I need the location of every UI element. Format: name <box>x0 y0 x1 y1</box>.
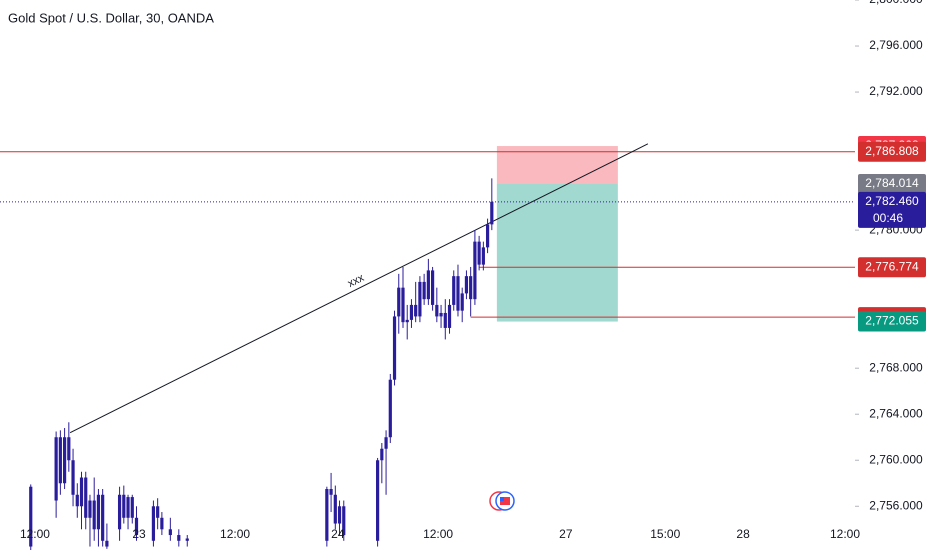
price-label-box <box>858 173 926 194</box>
candle-body <box>418 281 422 317</box>
candle-body <box>409 304 414 320</box>
candle-body <box>325 489 329 541</box>
flag <box>500 497 510 505</box>
candle-body <box>414 304 418 317</box>
candle-body <box>62 437 67 484</box>
candle-body <box>185 538 189 541</box>
candle-body <box>105 540 109 547</box>
candle-body <box>84 477 88 518</box>
candle-body <box>422 281 426 300</box>
x-tick-label: 23 <box>132 527 146 541</box>
candle-body <box>329 489 333 495</box>
price-label-box <box>858 311 926 332</box>
candle-body <box>485 224 490 248</box>
candle-body <box>333 494 337 524</box>
candle-body <box>439 312 443 317</box>
candle-body <box>397 287 401 317</box>
candle-body <box>384 437 388 449</box>
y-tick-label: 2,760.000 <box>869 452 923 466</box>
candle-body <box>380 448 384 461</box>
event-icons[interactable] <box>489 491 515 511</box>
candle-body <box>464 276 469 294</box>
candle-body <box>117 494 122 530</box>
plot-area: xxx <box>0 143 855 550</box>
countdown: 00:46 <box>873 211 903 225</box>
price-label: 2,782.460 <box>865 194 919 208</box>
price-label: 2,772.055 <box>865 314 919 328</box>
candle-body <box>88 500 92 518</box>
y-tick-label: 2,800.000 <box>869 0 923 6</box>
candle-body <box>29 486 33 547</box>
candle-body <box>376 460 380 541</box>
price-label-box <box>858 191 926 228</box>
candle-body <box>79 477 84 507</box>
candle-body <box>58 437 62 484</box>
candle-body <box>426 270 430 300</box>
candle-body <box>452 276 456 305</box>
x-tick-label: 27 <box>559 527 573 541</box>
y-tick-label: 2,756.000 <box>869 498 923 512</box>
candle-body <box>456 276 460 311</box>
x-tick-label: 12:00 <box>423 527 453 541</box>
candle-body <box>337 506 342 524</box>
candle-body <box>460 293 464 311</box>
candle-body <box>401 287 405 323</box>
candle-body <box>342 506 346 536</box>
candle-body <box>435 304 439 317</box>
x-tick-label: 12:00 <box>220 527 250 541</box>
candle-body <box>168 529 172 536</box>
candle-body <box>151 506 156 541</box>
candle-body <box>490 201 494 225</box>
price-axis-labels: 2,800.0002,796.0002,792.0002,780.0002,76… <box>855 0 926 512</box>
candle-body <box>71 460 75 495</box>
price-label-box <box>858 141 926 162</box>
candle-body <box>96 494 101 530</box>
candle-body <box>477 241 481 265</box>
candle-body <box>67 437 71 461</box>
candle-body <box>101 494 105 541</box>
x-tick-label: 15:00 <box>650 527 680 541</box>
candle-body <box>122 494 126 518</box>
candle-body <box>156 506 160 518</box>
y-tick-label: 2,764.000 <box>869 406 923 420</box>
candle-body <box>469 276 473 300</box>
candle-body <box>405 319 409 323</box>
candle-body <box>481 247 485 265</box>
candle-body <box>177 535 181 541</box>
y-tick-label: 2,768.000 <box>869 360 923 374</box>
candle-body <box>447 304 452 328</box>
candle-body <box>130 497 134 518</box>
candle-body <box>160 517 164 530</box>
x-tick-label: 12:00 <box>830 527 860 541</box>
candle-body <box>134 517 139 536</box>
candle-body <box>75 494 79 507</box>
price-label: 2,784.014 <box>865 176 919 190</box>
x-tick-label: 24 <box>331 527 345 541</box>
candle-body <box>430 270 435 305</box>
x-tick-label: 12:00 <box>20 527 50 541</box>
y-tick-label: 2,796.000 <box>869 38 923 52</box>
candle-body <box>388 379 392 438</box>
trend-line <box>69 143 649 434</box>
y-tick-label: 2,792.000 <box>869 84 923 98</box>
candle-body <box>92 500 96 530</box>
stop-zone <box>496 146 618 184</box>
candle-body <box>473 241 477 300</box>
price-label: 2,786.808 <box>865 144 919 158</box>
target-zone <box>496 183 618 322</box>
x-tick-label: 28 <box>736 527 750 541</box>
flag <box>500 497 504 501</box>
candle-body <box>54 437 58 501</box>
candle-body <box>392 316 397 380</box>
candle-body <box>443 312 447 328</box>
candle-body <box>126 497 130 518</box>
price-label-box <box>858 257 926 278</box>
price-label: 2,776.774 <box>865 259 919 273</box>
chart-title: Gold Spot / U.S. Dollar, 30, OANDA <box>8 10 214 25</box>
